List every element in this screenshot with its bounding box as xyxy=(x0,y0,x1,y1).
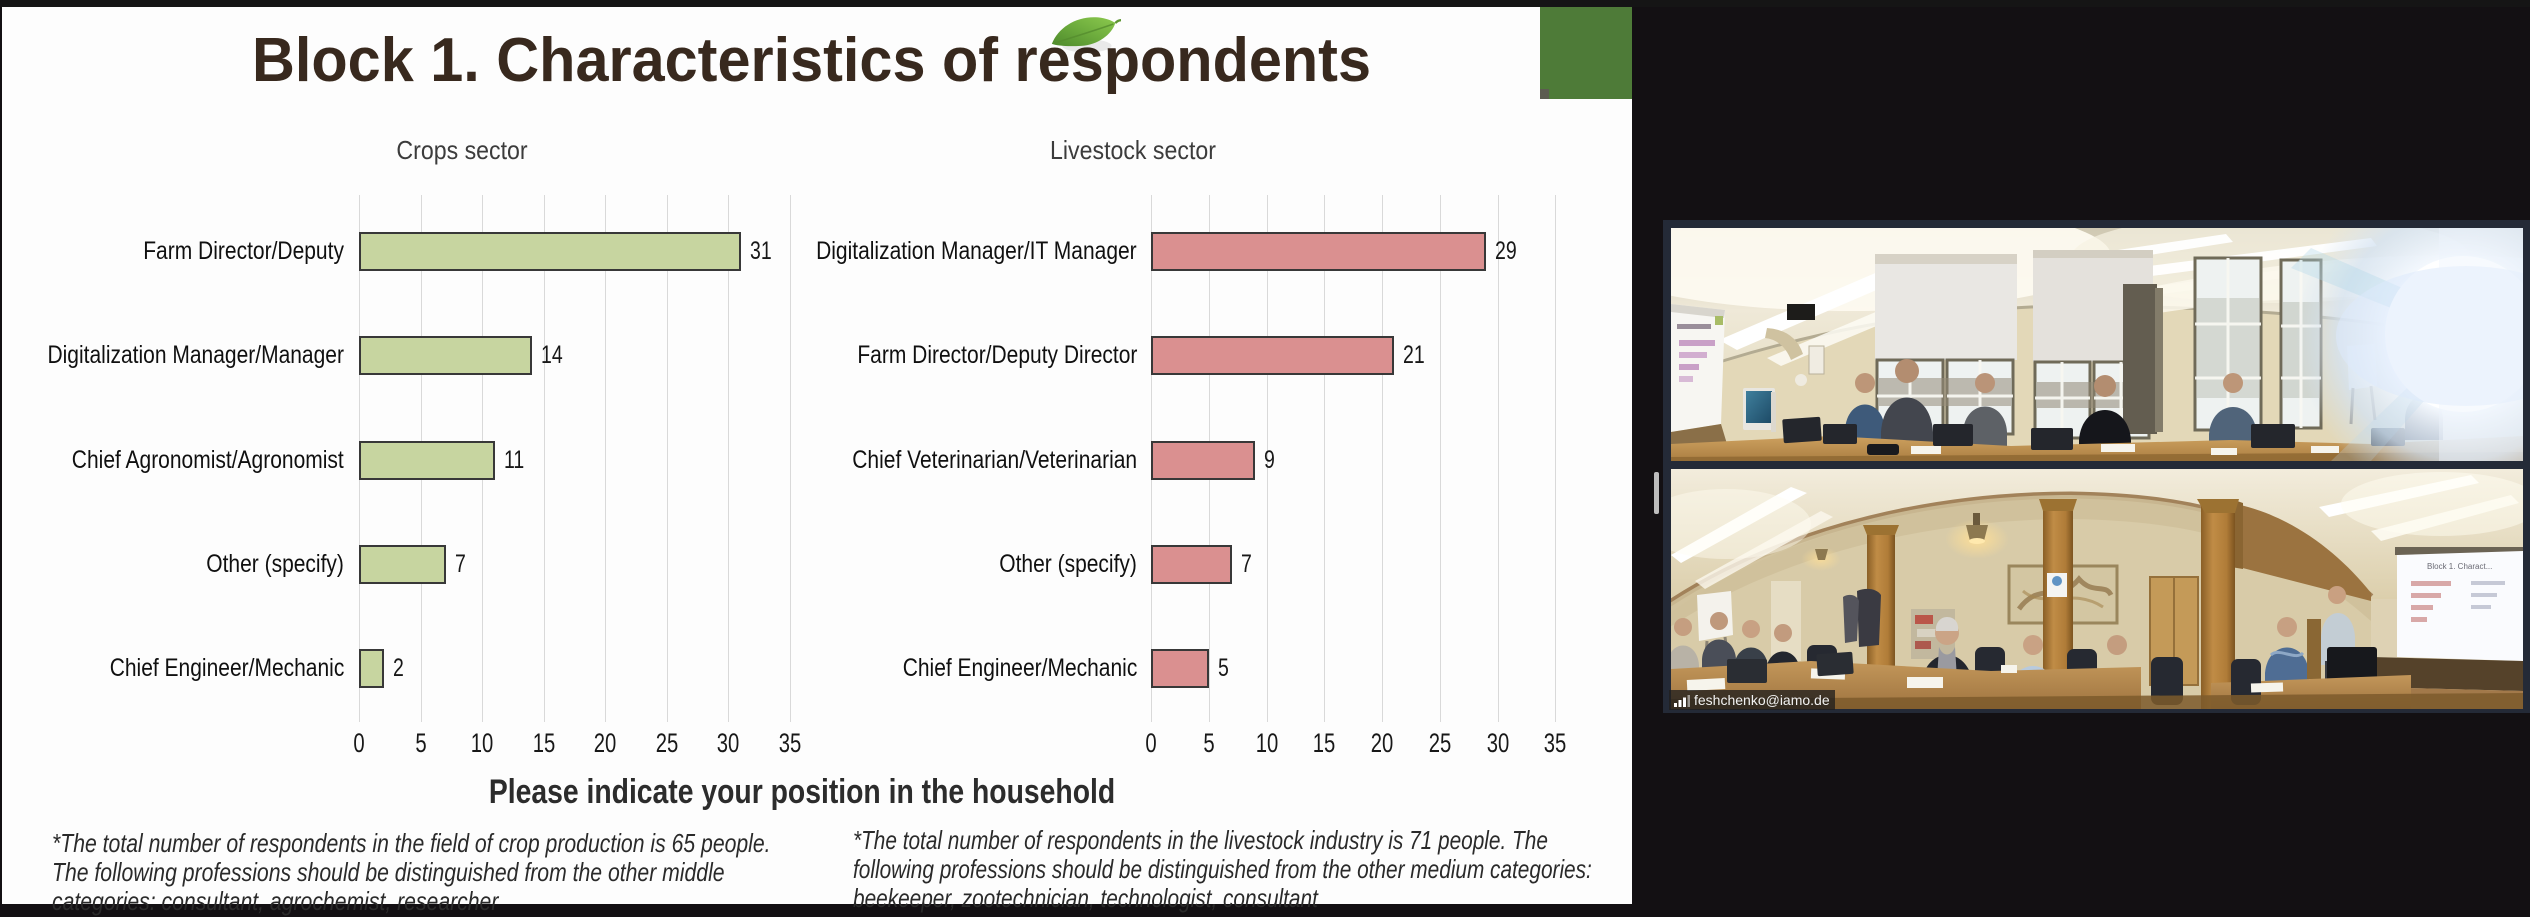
svg-text:Block 1. Charact...: Block 1. Charact... xyxy=(2427,562,2492,571)
